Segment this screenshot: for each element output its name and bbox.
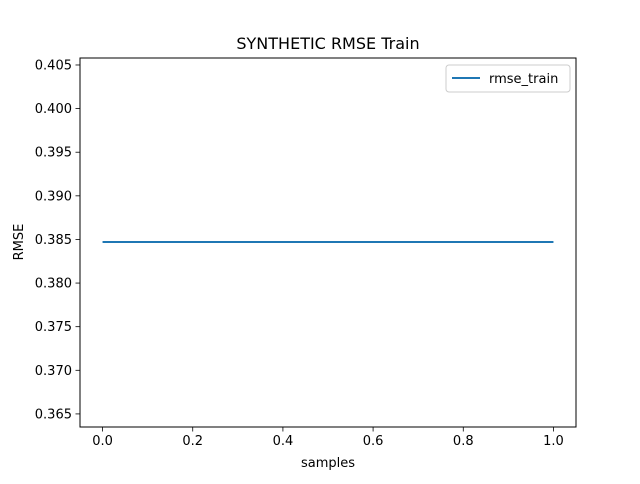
- y-axis-ticks: 0.365 0.370 0.375 0.380 0.385 0.390 0.395 0.400…: [35, 58, 80, 422]
- y-tick-label: 0.405: [35, 58, 72, 73]
- x-tick-label: 0.4: [273, 434, 294, 449]
- x-tick-label: 0.8: [453, 434, 474, 449]
- y-tick-label: 0.390: [35, 189, 72, 204]
- y-tick-label: 0.400: [35, 102, 72, 117]
- y-tick-label: 0.385: [35, 233, 72, 248]
- y-axis-label: RMSE: [12, 224, 27, 261]
- y-tick-label: 0.380: [35, 277, 72, 292]
- x-axis-label: samples: [301, 456, 355, 471]
- y-tick-label: 0.370: [35, 364, 72, 379]
- y-tick-label: 0.365: [35, 407, 72, 422]
- legend-box: [445, 64, 571, 93]
- x-tick-label: 0.0: [92, 434, 113, 449]
- x-tick-label: 1.0: [543, 434, 564, 449]
- y-tick-label: 0.375: [35, 320, 72, 335]
- x-tick-label: 0.2: [182, 434, 203, 449]
- legend: rmse_train: [445, 64, 571, 93]
- x-tick-label: 0.6: [363, 434, 384, 449]
- chart-title: SYNTHETIC RMSE Train: [236, 34, 419, 53]
- x-axis-ticks: 0.0 0.2 0.4 0.6 0.8 1.0: [92, 427, 564, 449]
- plot-frame: [79, 57, 577, 428]
- legend-label-rmse-train: rmse_train: [489, 72, 558, 87]
- y-tick-label: 0.395: [35, 146, 72, 161]
